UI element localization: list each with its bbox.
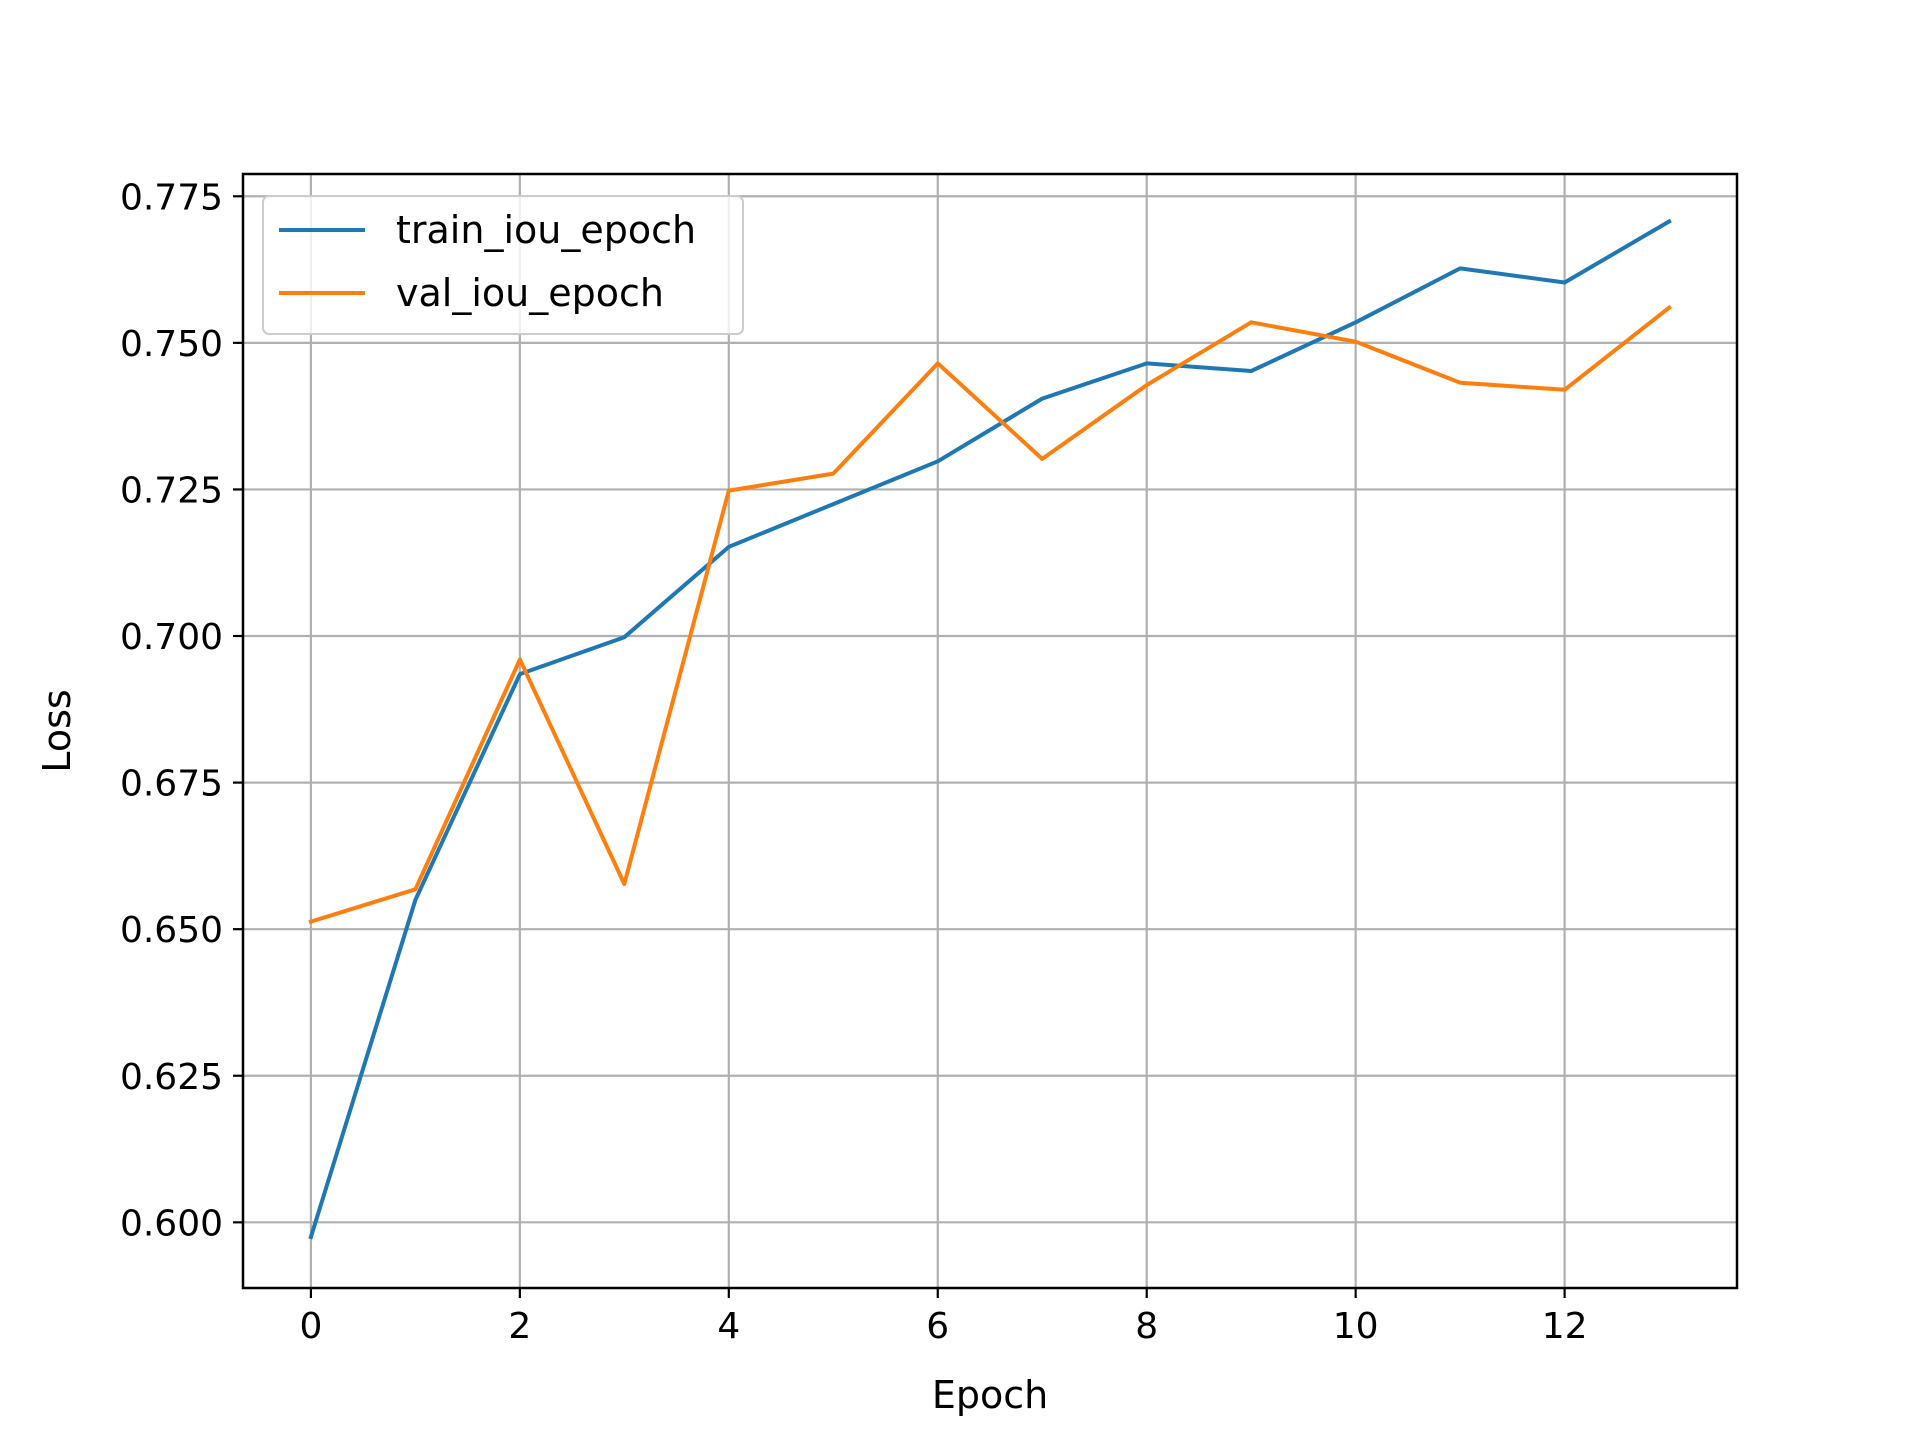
x-tick-label: 8 — [1135, 1306, 1158, 1347]
y-tick-label: 0.600 — [120, 1203, 223, 1244]
x-tick-label: 12 — [1542, 1306, 1588, 1347]
y-tick-label: 0.725 — [120, 470, 223, 511]
y-tick-label: 0.650 — [120, 910, 223, 951]
y-tick-label: 0.700 — [120, 617, 223, 658]
x-tick-label: 2 — [508, 1306, 531, 1347]
y-tick-label: 0.625 — [120, 1057, 223, 1098]
legend-label-train-iou-epoch: train_iou_epoch — [396, 208, 696, 252]
x-axis-title: Epoch — [932, 1373, 1048, 1417]
plot-area-frame — [241, 172, 1739, 1290]
y-tick-label: 0.775 — [120, 177, 223, 218]
legend: train_iou_epoch val_iou_epoch — [262, 195, 744, 335]
x-tick-label: 0 — [299, 1306, 322, 1347]
series-line-train-iou-epoch — [308, 218, 1672, 1240]
axis-ticks: 0 2 4 6 8 10 12 0.600 0.625 0.650 0.675 0.700 0.725 0… — [120, 177, 1588, 1347]
x-tick-label: 6 — [926, 1306, 949, 1347]
series-line-val-iou-epoch — [308, 304, 1672, 925]
x-tick-label: 4 — [717, 1306, 740, 1347]
legend-box — [262, 195, 744, 335]
y-tick-label: 0.750 — [120, 324, 223, 365]
x-tick-label: 10 — [1333, 1306, 1379, 1347]
series-lines — [308, 218, 1672, 1240]
y-tick-label: 0.675 — [120, 764, 223, 805]
y-axis-title: Loss — [35, 689, 79, 772]
legend-label-val-iou-epoch: val_iou_epoch — [396, 271, 664, 315]
grid-lines — [243, 174, 1737, 1288]
